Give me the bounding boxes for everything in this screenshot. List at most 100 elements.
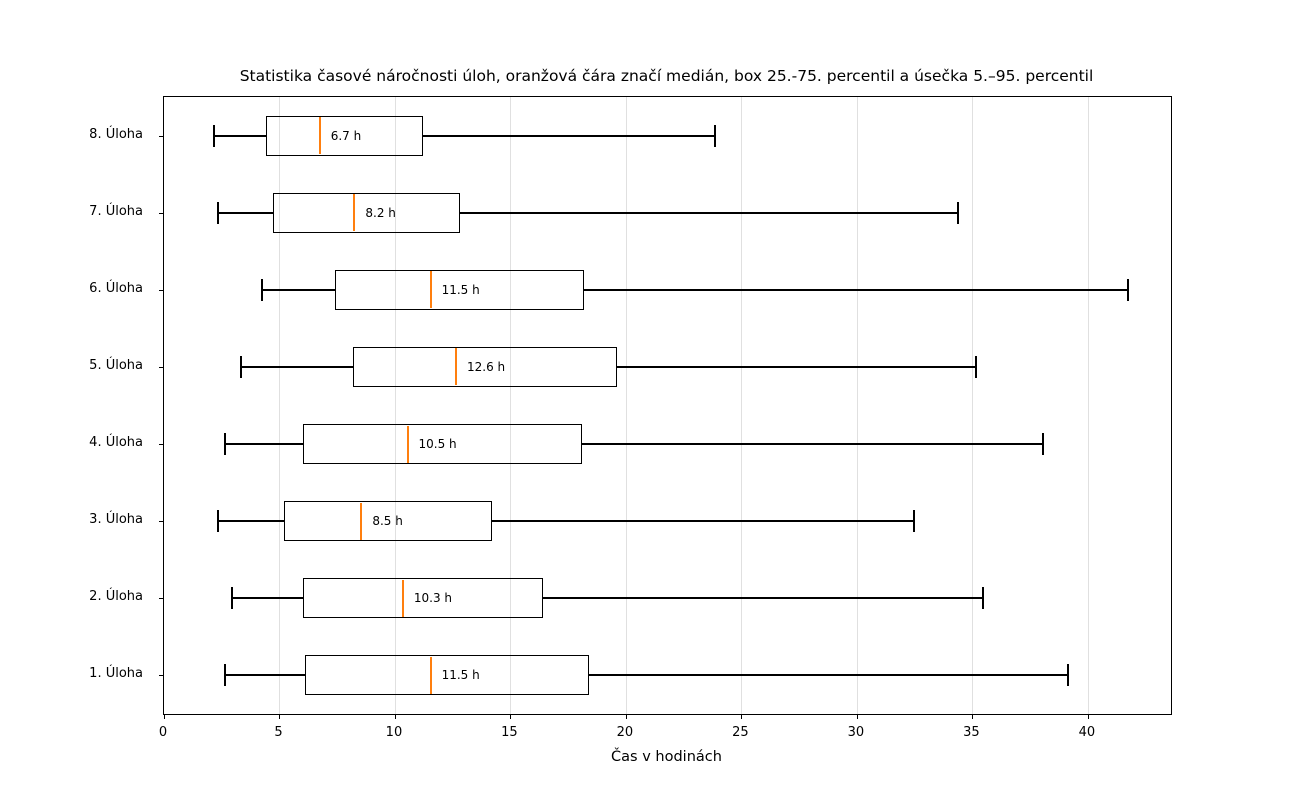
median-line	[406, 425, 409, 463]
x-tick-mark	[972, 714, 974, 719]
x-gridline	[856, 97, 858, 714]
whisker-left	[224, 674, 305, 677]
x-tick-mark	[164, 714, 165, 719]
iqr-box	[302, 578, 543, 619]
whisker-cap-high	[956, 201, 959, 224]
whisker-cap-low	[217, 201, 220, 224]
whisker-right	[491, 520, 915, 523]
whisker-right	[588, 674, 1070, 677]
median-line	[360, 502, 363, 540]
iqr-box	[272, 192, 460, 233]
whisker-cap-high	[1127, 278, 1130, 301]
median-line	[318, 117, 321, 155]
y-tick-mark	[159, 135, 164, 137]
whisker-cap-low	[217, 510, 220, 533]
x-tick-mark	[1087, 714, 1089, 719]
whisker-right	[582, 443, 1044, 446]
x-gridline	[394, 97, 396, 714]
median-value-label: 10.5 h	[418, 437, 457, 452]
whisker-cap-high	[1041, 433, 1044, 456]
x-tick-mark	[510, 714, 512, 719]
plot-area: 11.5 h 10.3 h 8.5 h 10.5 h 12.6 h 11.5 h 8.2 h…	[159, 96, 1172, 719]
whisker-left	[230, 597, 303, 600]
x-gridline	[510, 97, 512, 714]
iqr-box	[284, 501, 492, 542]
y-tick-label: 1. Úloha	[89, 666, 143, 682]
whisker-cap-low	[230, 587, 233, 610]
x-tick-mark	[625, 714, 627, 719]
y-tick-mark	[159, 212, 164, 214]
median-value-label: 6.7 h	[330, 128, 362, 143]
x-tick-mark	[856, 714, 858, 719]
x-tick-label: 25	[732, 725, 749, 740]
whisker-cap-high	[912, 510, 915, 533]
whisker-left	[261, 288, 335, 291]
iqr-box	[265, 115, 423, 156]
iqr-box	[304, 655, 589, 696]
iqr-box	[334, 269, 585, 310]
median-value-label: 11.5 h	[441, 668, 480, 683]
y-tick-mark	[159, 598, 164, 600]
y-tick-mark	[159, 521, 164, 523]
whisker-cap-high	[974, 355, 977, 378]
median-line	[429, 271, 432, 309]
median-line	[401, 579, 404, 617]
median-value-label: 8.5 h	[372, 514, 403, 529]
x-tick-label: 35	[963, 725, 980, 740]
x-tick-label: 15	[501, 725, 518, 740]
y-tick-mark	[159, 444, 164, 446]
x-tick-mark	[279, 714, 281, 719]
x-tick-label: 40	[1078, 725, 1096, 740]
median-value-label: 10.3 h	[413, 591, 453, 606]
whisker-cap-high	[1067, 664, 1070, 687]
whisker-left	[240, 365, 354, 368]
y-tick-mark	[159, 289, 164, 291]
x-gridline	[1087, 97, 1089, 714]
whisker-cap-low	[212, 124, 215, 147]
y-tick-mark	[159, 366, 164, 368]
x-tick-label: 10	[385, 725, 403, 740]
whisker-cap-low	[240, 355, 243, 378]
whisker-left	[224, 443, 303, 446]
whisker-right	[584, 288, 1130, 291]
y-tick-label: 8. Úloha	[89, 126, 143, 142]
x-tick-label: 20	[616, 725, 634, 740]
whisker-cap-low	[261, 278, 263, 301]
x-gridline	[625, 97, 627, 714]
whisker-cap-high	[714, 124, 716, 147]
whisker-left	[212, 134, 266, 137]
iqr-box	[353, 346, 617, 387]
x-tick-mark	[741, 714, 743, 719]
y-tick-label: 4. Úloha	[89, 435, 143, 451]
x-tick-label: 5	[274, 725, 283, 740]
y-tick-mark	[159, 675, 164, 677]
median-line	[353, 194, 356, 232]
whisker-right	[422, 134, 716, 137]
y-tick-label: 2. Úloha	[89, 589, 143, 605]
iqr-box	[302, 424, 583, 465]
x-gridline	[972, 97, 974, 714]
whisker-cap-low	[224, 433, 227, 456]
median-line	[455, 348, 457, 386]
x-axis-title: Čas v hodinách	[611, 749, 722, 765]
chart-title: Statistika časové náročnosti úloh, oranž…	[239, 67, 1094, 85]
whisker-cap-low	[224, 664, 227, 687]
y-tick-label: 5. Úloha	[89, 357, 143, 373]
whisker-left	[217, 211, 273, 214]
y-tick-label: 6. Úloha	[89, 280, 143, 296]
median-line	[429, 656, 432, 694]
x-gridline	[741, 97, 743, 714]
x-tick-mark	[394, 714, 396, 719]
whisker-right	[542, 597, 984, 600]
median-value-label: 12.6 h	[467, 359, 506, 374]
whisker-right	[459, 211, 959, 214]
whisker-left	[217, 520, 285, 523]
x-tick-label: 30	[847, 725, 865, 740]
median-value-label: 8.2 h	[365, 205, 396, 220]
x-tick-label: 0	[158, 725, 168, 740]
x-gridline	[279, 97, 281, 714]
whisker-cap-high	[981, 587, 984, 610]
whisker-right	[616, 365, 977, 368]
y-tick-label: 3. Úloha	[89, 512, 143, 528]
y-tick-label: 7. Úloha	[89, 203, 143, 219]
